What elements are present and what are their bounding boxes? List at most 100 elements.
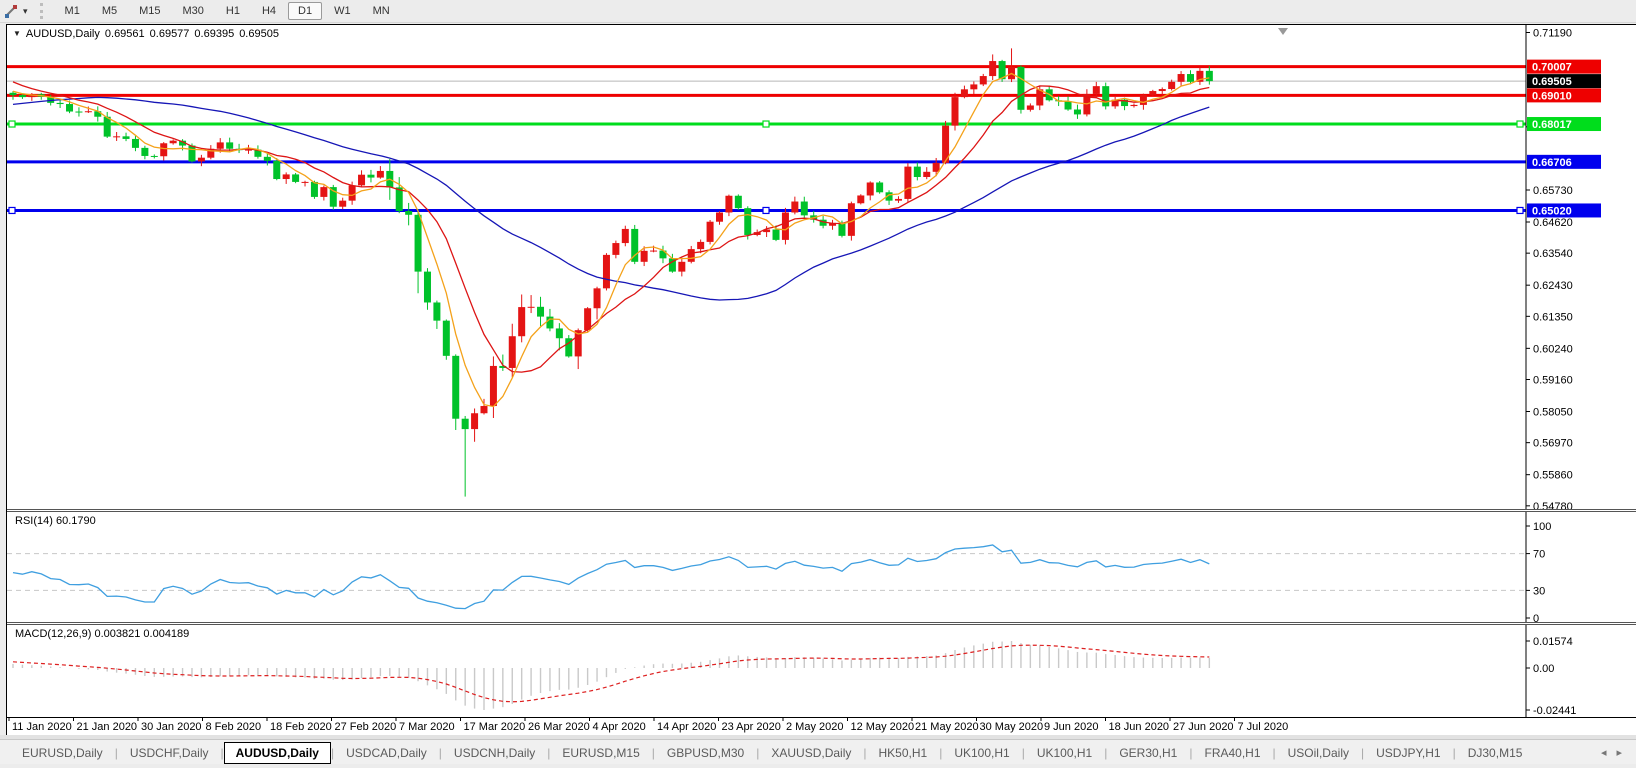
draw-tool-caret-icon[interactable]: ▾ [23,5,28,16]
price-tick-0.58050: 0.58050 [1533,407,1573,419]
pane-separator-macd[interactable] [7,622,1636,625]
hline-handle-0.65020-1[interactable] [762,206,770,215]
chart-high: 0.69577 [149,28,190,40]
tab-separator: | [756,745,760,760]
hline-handle-0.65020-2[interactable] [1516,206,1524,215]
hline-handle-0.68017-0[interactable] [8,120,16,128]
macd-signal-line [12,644,1210,703]
price-tick-0.61350: 0.61350 [1533,311,1573,323]
ma-slow-line [12,96,1210,301]
rsi-tick-0: 0 [1533,613,1539,622]
chart-tab-uk100-h1[interactable]: UK100,H1 [954,745,1010,760]
rsi-label: RSI(14) 60.1790 [15,515,96,527]
candles [9,48,1213,497]
date-axis[interactable]: 11 Jan 2020 21 Jan 2020 30 Jan 2020 8 Feb 2… [7,717,1636,735]
macd-pane[interactable]: 0.01574 0.00 -0.02441 MACD(12,26,9) 0.0038… [7,625,1636,717]
price-tick-0.71190: 0.71190 [1533,27,1572,39]
tab-scroll-left-icon[interactable]: ◂ [1600,747,1607,759]
rsi-tick-100: 100 [1533,521,1551,533]
chart-tab-audusd-daily[interactable]: AUDUSD,Daily [223,741,331,764]
draw-tool-icon [5,5,17,18]
hline-badge-0.65020 [1527,203,1601,218]
chart-tab-eurusd-daily[interactable]: EURUSD,Daily [22,745,103,760]
chart-tab-eurusd-m15[interactable]: EURUSD,M15 [562,745,640,760]
draw-tool-button[interactable]: ▾ [0,1,32,21]
tab-separator: | [1021,745,1025,760]
price-tick-0.54780: 0.54780 [1533,501,1573,509]
chart-tab-usdcad-daily[interactable]: USDCAD,Daily [346,745,427,760]
rsi-line [12,544,1210,610]
rsi-pane[interactable]: 100 70 30 0 RSI(14) 60.1790 [7,512,1636,622]
chart-window: 0.711900.679200.657300.646200.635400.624… [6,24,1636,737]
chart-shift-marker[interactable] [1278,28,1288,35]
price-tick-0.60240: 0.60240 [1533,343,1573,355]
date-tick-17-Mar-2020: 17 Mar 2020 [464,721,526,733]
chart-tab-usoil-daily[interactable]: USOil,Daily [1287,745,1349,760]
chart-menu-icon[interactable]: ▼ [13,29,21,38]
timeframe-button-m1[interactable]: M1 [64,5,80,17]
tab-separator: | [651,745,655,760]
chart-tab-uk100-h1[interactable]: UK100,H1 [1036,745,1093,760]
macd-label: MACD(12,26,9) 0.003821 0.004189 [15,628,190,640]
timeframe-button-d1[interactable]: D1 [288,2,323,20]
hline-badge-0.70007 [1527,59,1601,74]
timeframe-button-m15[interactable]: M15 [139,5,161,17]
price-pane[interactable]: 0.711900.679200.657300.646200.635400.624… [7,25,1636,509]
timeframe-button-mn[interactable]: MN [372,5,390,17]
chart-tab-dj30-m15[interactable]: DJ30,M15 [1467,745,1523,760]
macd-tick-0.01574: 0.01574 [1533,636,1573,648]
macd-tick--0.02441: -0.02441 [1533,705,1576,717]
date-tick-14-Apr-2020: 14 Apr 2020 [657,721,716,733]
pane-separator-rsi[interactable] [7,509,1636,512]
ma-mid-line [12,81,1210,373]
date-tick-18-Feb-2020: 18 Feb 2020 [270,721,332,733]
chart-tab-hk50-h1[interactable]: HK50,H1 [878,745,928,760]
hline-handle-0.68017-2[interactable] [1516,120,1524,128]
date-tick-30-Jan-2020: 30 Jan 2020 [141,721,202,733]
chart-tab-usdcnh-daily[interactable]: USDCNH,Daily [453,745,536,760]
tab-scroll-right-icon[interactable]: ▸ [1616,747,1622,759]
tab-separator: | [220,745,224,760]
chart-close: 0.69505 [239,28,279,40]
price-tick-0.63540: 0.63540 [1533,248,1573,260]
tab-separator: | [863,745,867,760]
price-tick-0.65730: 0.65730 [1533,185,1573,197]
chart-tab-xauusd-daily[interactable]: XAUUSD,Daily [771,745,852,760]
timeframe-button-h4[interactable]: H4 [261,5,277,17]
date-tick-23-Apr-2020: 23 Apr 2020 [722,721,781,733]
chart-tab-fra40-h1[interactable]: FRA40,H1 [1204,745,1261,760]
window-bottom-edge [0,764,1636,768]
date-tick-4-Apr-2020: 4 Apr 2020 [593,721,646,733]
bid-price-badge [1527,74,1601,89]
date-tick-27-Feb-2020: 27 Feb 2020 [335,721,397,733]
timeframe-button-m5[interactable]: M5 [101,5,118,17]
date-tick-27-Jun-2020: 27 Jun 2020 [1173,721,1234,733]
top-toolbar: ▾ M1 M5 M15 M30 H1 H4 D1 W1 MN [0,0,1636,23]
timeframe-button-m30[interactable]: M30 [182,5,204,17]
hline-handle-0.68017-1[interactable] [762,120,770,128]
rsi-tick-30: 30 [1533,585,1545,597]
price-tick-0.64620: 0.64620 [1533,217,1573,229]
date-tick-18-Jun-2020: 18 Jun 2020 [1109,721,1170,733]
tab-separator: | [438,745,442,760]
price-tick-0.62430: 0.62430 [1533,280,1573,292]
toolbar-gripper[interactable] [39,3,48,19]
chart-open: 0.69561 [104,28,145,40]
date-tick-21-May-2020: 21 May 2020 [915,721,979,733]
chart-tab-gbpusd-m30[interactable]: GBPUSD,M30 [666,745,745,760]
svg-text:0.69505: 0.69505 [1532,76,1572,88]
svg-text:0.69010: 0.69010 [1532,90,1572,102]
timeframe-button-h1[interactable]: H1 [225,5,240,17]
timeframe-button-w1[interactable]: W1 [334,5,351,17]
hline-badge-0.66706 [1527,154,1601,169]
hline-badge-0.68017 [1527,117,1601,132]
tab-separator: | [1360,745,1365,760]
chart-tab-usdjpy-h1[interactable]: USDJPY,H1 [1376,745,1441,760]
hline-badge-0.69010 [1527,88,1601,103]
hline-handle-0.65020-0[interactable] [8,206,16,215]
chart-tabbar: EURUSD,Daily | USDCHF,Daily | AUDUSD,Daily | U… [0,739,1636,765]
price-tick-0.55860: 0.55860 [1533,470,1573,482]
chart-tab-ger30-h1[interactable]: GER30,H1 [1119,745,1178,760]
tab-separator: | [547,745,551,760]
chart-tab-usdchf-daily[interactable]: USDCHF,Daily [129,745,209,760]
